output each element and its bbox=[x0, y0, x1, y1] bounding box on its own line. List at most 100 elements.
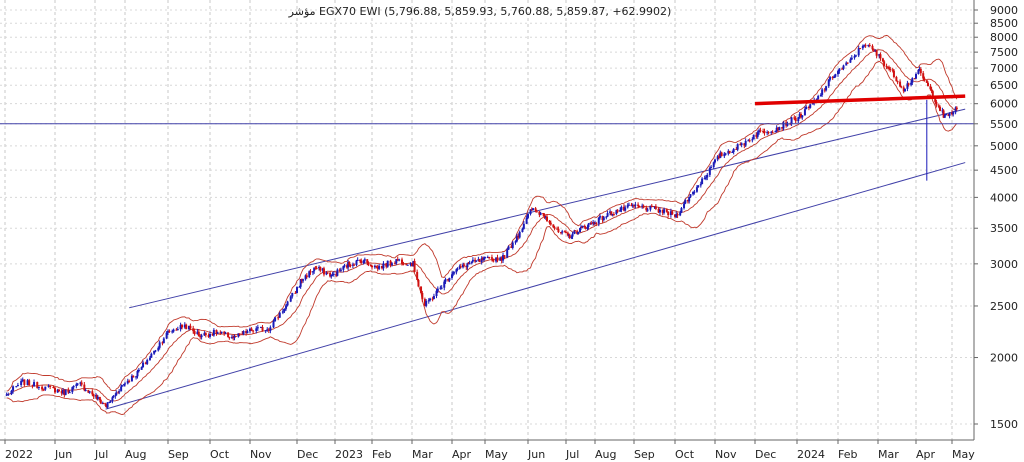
candle-body bbox=[798, 113, 801, 118]
candle-body bbox=[162, 338, 165, 344]
candle-body bbox=[834, 74, 837, 77]
candle-body bbox=[736, 144, 739, 150]
candle-body bbox=[817, 95, 820, 99]
candle-body bbox=[535, 210, 538, 212]
candle-body bbox=[371, 265, 373, 268]
candle-body bbox=[448, 277, 451, 281]
candle-body bbox=[774, 131, 777, 133]
candle-body bbox=[175, 329, 178, 331]
candle-body bbox=[634, 204, 637, 206]
y-tick-label: 3500 bbox=[990, 222, 1018, 235]
candle-body bbox=[918, 68, 921, 70]
candle-body bbox=[922, 73, 925, 79]
candle-body bbox=[343, 265, 346, 267]
candle-body bbox=[777, 127, 780, 131]
candle-body bbox=[444, 279, 447, 282]
candle-body bbox=[21, 379, 24, 382]
candle-body bbox=[252, 330, 255, 332]
candle-body bbox=[455, 269, 458, 273]
candle-body bbox=[593, 221, 596, 224]
candle-body bbox=[863, 45, 866, 47]
candle-body bbox=[348, 261, 351, 265]
candle-body bbox=[699, 184, 702, 186]
candle-body bbox=[281, 311, 284, 313]
candle-body bbox=[657, 208, 660, 213]
candle-body bbox=[84, 390, 87, 392]
candle-body bbox=[518, 231, 521, 238]
candle-body bbox=[626, 205, 629, 208]
candle-body bbox=[135, 376, 138, 378]
candle-body bbox=[693, 191, 696, 193]
candle-body bbox=[732, 148, 735, 152]
candle-body bbox=[708, 167, 711, 175]
candle-body bbox=[574, 230, 577, 232]
candle-body bbox=[480, 258, 483, 262]
candle-body bbox=[731, 151, 734, 153]
candle-body bbox=[267, 329, 270, 331]
candle-body bbox=[927, 82, 929, 87]
candle-body bbox=[650, 205, 653, 207]
candle-body bbox=[499, 257, 502, 261]
candle-body bbox=[161, 342, 164, 344]
candle-body bbox=[227, 332, 230, 338]
candle-body bbox=[511, 242, 514, 248]
candle-body bbox=[864, 45, 867, 47]
candle-body bbox=[703, 178, 706, 180]
candle-body bbox=[470, 261, 473, 264]
candle-body bbox=[595, 222, 598, 224]
candle-body bbox=[846, 62, 849, 64]
candle-body bbox=[277, 317, 280, 319]
candle-body bbox=[825, 86, 828, 91]
y-tick-label: 4500 bbox=[990, 164, 1018, 177]
candle-body bbox=[80, 382, 83, 385]
candle-body bbox=[544, 216, 547, 218]
candle-body bbox=[529, 209, 532, 215]
candle-body bbox=[269, 327, 272, 331]
candle-body bbox=[579, 227, 582, 233]
candle-body bbox=[615, 210, 618, 215]
candle-body bbox=[112, 396, 115, 398]
candle-body bbox=[735, 148, 738, 150]
y-tick-label: 2000 bbox=[990, 352, 1018, 365]
candle-body bbox=[568, 234, 571, 238]
candle-body bbox=[382, 263, 385, 269]
candle-body bbox=[355, 260, 358, 265]
channel-lower-line bbox=[105, 162, 966, 410]
candle-body bbox=[766, 132, 769, 134]
candle-body bbox=[28, 380, 31, 386]
candle-body bbox=[679, 212, 682, 216]
candle-body bbox=[259, 327, 262, 329]
candle-body bbox=[439, 287, 442, 289]
candle-body bbox=[786, 123, 789, 126]
candle-body bbox=[543, 214, 546, 218]
candle-body bbox=[674, 214, 676, 217]
candle-body bbox=[395, 259, 398, 264]
candle-body bbox=[204, 333, 207, 336]
candle-body bbox=[684, 200, 687, 204]
candle-body bbox=[443, 281, 446, 288]
candle-body bbox=[359, 259, 362, 261]
candle-body bbox=[803, 109, 806, 116]
candle-body bbox=[7, 394, 10, 396]
candle-body bbox=[561, 231, 564, 233]
candle-body bbox=[939, 106, 941, 111]
candle-body bbox=[219, 332, 222, 334]
candle-body bbox=[261, 327, 264, 331]
candle-body bbox=[319, 266, 322, 271]
x-tick-label: Sep bbox=[168, 448, 189, 461]
candle-body bbox=[610, 211, 613, 215]
candle-body bbox=[26, 380, 29, 385]
candle-body bbox=[353, 264, 356, 266]
candle-body bbox=[482, 257, 485, 261]
candle-body bbox=[305, 275, 308, 278]
candle-body bbox=[895, 76, 898, 82]
candle-body bbox=[185, 324, 188, 330]
candle-body bbox=[929, 86, 932, 90]
candle-body bbox=[234, 335, 237, 337]
candle-body bbox=[532, 208, 535, 211]
candle-body bbox=[886, 66, 889, 68]
candle-body bbox=[566, 232, 569, 236]
candle-body bbox=[345, 265, 348, 268]
candle-body bbox=[752, 134, 755, 140]
